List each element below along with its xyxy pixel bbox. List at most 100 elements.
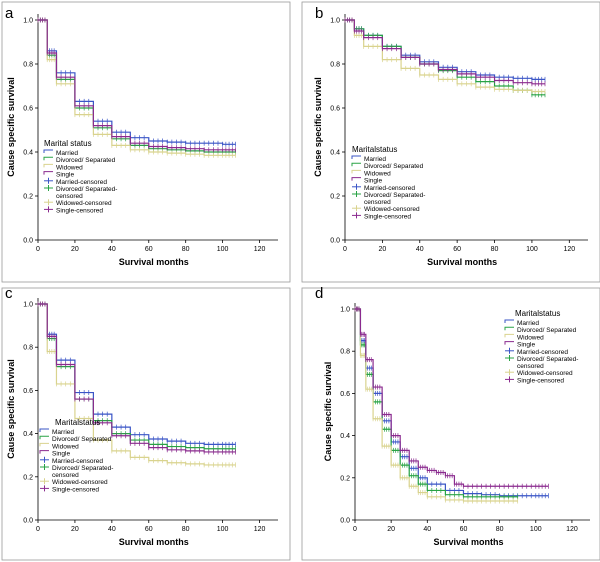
y-tick-label: 1.0 <box>340 307 350 314</box>
series-married <box>37 17 236 147</box>
legend-title: Maritalstatus <box>352 145 397 154</box>
x-tick-label: 20 <box>71 526 79 533</box>
y-tick-label: 0.0 <box>330 238 340 245</box>
x-tick-label: 40 <box>108 246 116 253</box>
legend-label: Single-censored <box>52 486 99 493</box>
legend-line-swatch <box>39 428 49 432</box>
x-axis-title: Survival months <box>119 537 189 547</box>
legend-line-swatch <box>351 169 361 174</box>
series-single <box>37 301 236 455</box>
survival-step-line <box>38 303 236 450</box>
x-tick-label: 60 <box>453 246 461 253</box>
legend-line-swatch <box>43 149 53 153</box>
x-tick-label: 80 <box>491 246 499 253</box>
legend-label: Divorced/ Separated <box>52 436 112 443</box>
panel-letter: b <box>315 5 323 22</box>
series-divorced-separated <box>37 17 236 155</box>
x-tick-label: 120 <box>563 246 575 253</box>
x-tick-label: 0 <box>343 246 347 253</box>
x-tick-label: 100 <box>530 526 542 533</box>
y-tick-label: 1.0 <box>23 18 33 25</box>
y-tick-label: 0.0 <box>340 518 350 525</box>
legend-line-swatch <box>504 319 514 323</box>
legend-label: Married <box>56 150 78 157</box>
legend-label: censored <box>56 193 83 200</box>
x-tick-label: 120 <box>566 526 578 533</box>
survival-step-line <box>345 19 546 93</box>
legend-label: Married-censored <box>52 458 103 465</box>
y-tick-label: 0.2 <box>340 475 350 482</box>
y-tick-label: 0.0 <box>23 238 33 245</box>
y-tick-label: 0.8 <box>23 345 33 352</box>
y-tick-label: 0.0 <box>23 518 33 525</box>
legend-label: Widowed <box>364 170 391 177</box>
panel-letter: a <box>5 5 14 22</box>
y-axis-title: Cause specific survival <box>6 359 16 459</box>
legend-label: censored <box>517 363 544 370</box>
y-tick-label: 0.6 <box>340 391 350 398</box>
legend-label: Divorced/ Separated <box>364 163 424 170</box>
legend-label: Married-censored <box>56 179 107 186</box>
y-tick-label: 0.4 <box>330 150 340 157</box>
legend-label: Widowed-censored <box>517 370 573 377</box>
y-tick-label: 0.2 <box>330 194 340 201</box>
series-single <box>37 17 236 153</box>
legend-title: Marital status <box>44 139 92 148</box>
survival-step-line <box>38 19 236 156</box>
x-tick-label: 20 <box>378 246 386 253</box>
legend-label: Widowed <box>517 334 544 341</box>
legend-line-swatch <box>43 171 53 175</box>
y-tick-label: 0.8 <box>23 62 33 69</box>
panel-frame <box>1 1 291 283</box>
legend-label: censored <box>364 199 391 206</box>
legend-line-swatch <box>39 435 49 440</box>
x-tick-label: 60 <box>145 246 153 253</box>
x-tick-label: 100 <box>217 526 229 533</box>
series-widowed <box>37 17 236 158</box>
x-tick-label: 80 <box>496 526 504 533</box>
legend-line-swatch <box>351 155 361 159</box>
y-tick-label: 0.4 <box>23 431 33 438</box>
legend-line-swatch <box>43 156 53 161</box>
series-divorced-separated <box>354 306 519 500</box>
legend-label: Single <box>517 342 535 349</box>
x-tick-label: 100 <box>526 246 538 253</box>
y-tick-label: 0.6 <box>330 106 340 113</box>
y-tick-label: 0.6 <box>23 106 33 113</box>
panel-frame <box>301 287 600 561</box>
legend-label: Single-censored <box>56 207 103 214</box>
survival-step-line <box>345 19 546 85</box>
legend-label: Widowed-censored <box>52 479 108 486</box>
x-tick-label: 60 <box>460 526 468 533</box>
x-tick-label: 0 <box>353 526 357 533</box>
x-tick-label: 120 <box>254 526 266 533</box>
y-tick-label: 0.4 <box>340 433 350 440</box>
y-tick-label: 0.8 <box>330 62 340 69</box>
series-widowed <box>37 301 236 468</box>
legend-line-swatch <box>504 341 514 345</box>
y-tick-label: 0.2 <box>23 474 33 481</box>
x-tick-label: 40 <box>108 526 116 533</box>
y-tick-label: 0.2 <box>23 194 33 201</box>
legend-label: Divorced/ Separated <box>517 327 577 334</box>
x-tick-label: 40 <box>416 246 424 253</box>
x-tick-label: 40 <box>423 526 431 533</box>
legend-label: Widowed-censored <box>364 206 420 213</box>
legend-label: Divorced/ Separated <box>56 157 116 164</box>
legend-label: Single-censored <box>517 377 564 384</box>
chart-panel-b: b 0 20 40 60 80 100 120 0.0 0.2 0.4 0.6 0.8 1.0 Surviv… <box>301 1 600 283</box>
legend-label: Married <box>364 156 386 163</box>
survival-step-line <box>38 19 236 145</box>
series-widowed <box>354 306 519 504</box>
legend-title: Maritalstatus <box>55 418 100 427</box>
y-tick-label: 0.6 <box>23 388 33 395</box>
survival-step-line <box>345 19 546 96</box>
chart-panel-d: d 0 20 40 60 80 100 120 0.0 0.2 0.4 0.6 0.8 1.0 Surviv… <box>301 285 600 561</box>
legend-line-swatch <box>43 163 53 168</box>
legend-label: Single <box>364 178 382 185</box>
legend-label: Married <box>52 429 74 436</box>
series-divorced-separated <box>344 17 546 98</box>
x-tick-label: 60 <box>145 526 153 533</box>
